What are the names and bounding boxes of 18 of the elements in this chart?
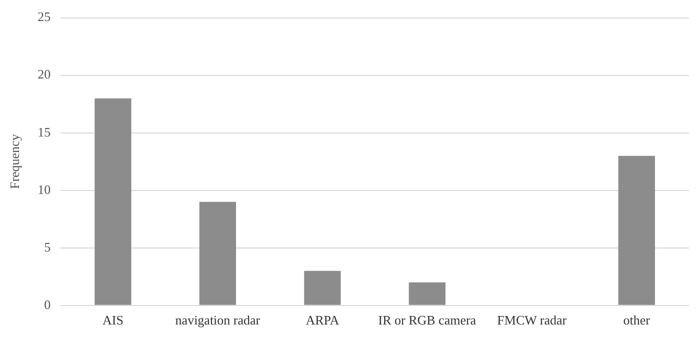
bar — [94, 98, 132, 305]
y-tick-label: 10 — [38, 182, 51, 197]
bar — [199, 202, 236, 305]
bar — [618, 156, 655, 305]
bar — [304, 270, 341, 305]
y-axis-title: Frequency — [7, 134, 22, 190]
y-tick-label: 20 — [38, 66, 51, 82]
x-tick-label: FMCW radar — [497, 312, 568, 328]
x-tick-label: other — [623, 312, 651, 328]
y-tick-label: 5 — [44, 239, 51, 254]
bar — [408, 282, 446, 305]
x-tick-label: navigation radar — [175, 312, 261, 328]
y-tick-label: 25 — [38, 9, 51, 24]
y-tick-label: 15 — [38, 124, 51, 140]
x-tick-label: AIS — [102, 312, 124, 328]
y-tick-label: 0 — [44, 296, 51, 312]
x-tick-label: ARPA — [306, 312, 340, 328]
x-tick-label: IR or RGB camera — [378, 312, 476, 328]
